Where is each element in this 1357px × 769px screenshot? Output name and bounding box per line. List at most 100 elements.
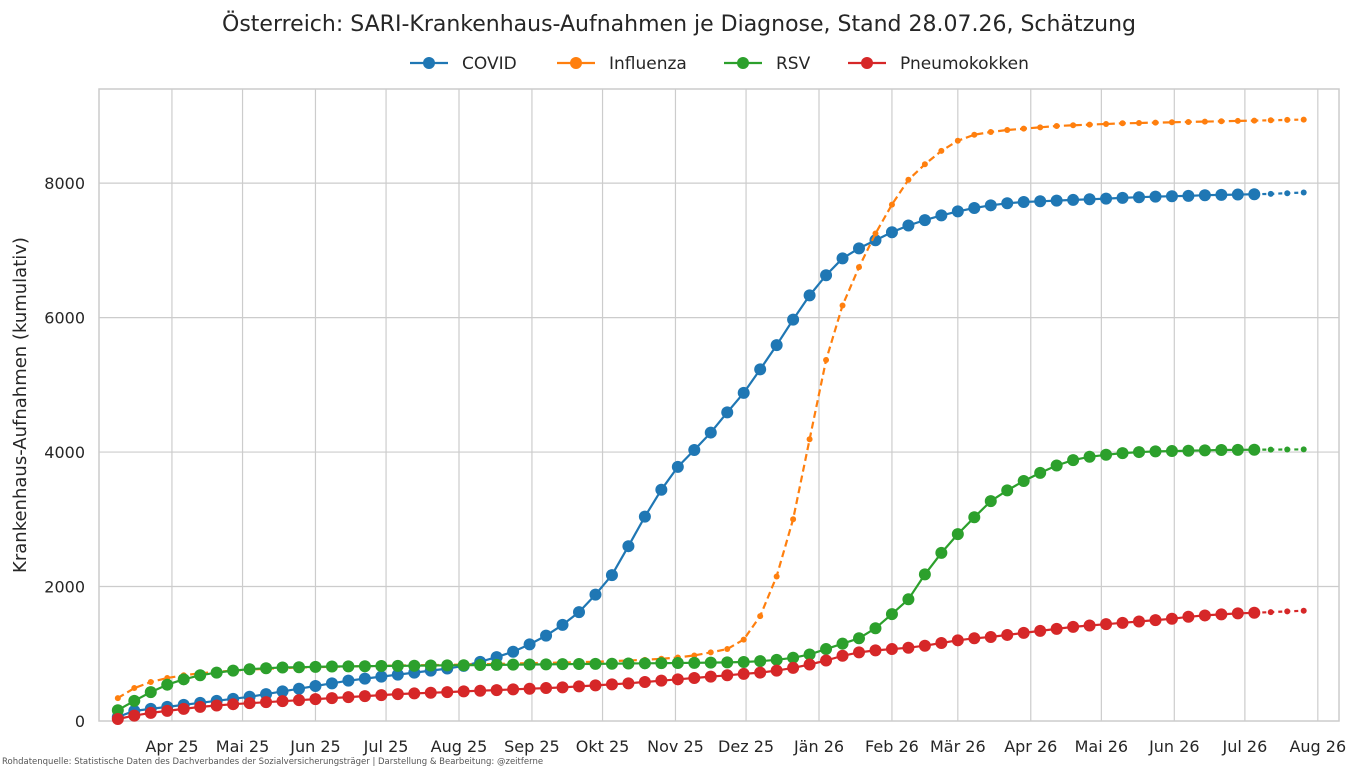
x-tick-label: Mai 26: [1075, 737, 1129, 756]
data-point: [1231, 443, 1244, 456]
series-line: [117, 193, 1255, 719]
data-point: [806, 436, 813, 443]
data-point: [1248, 606, 1261, 619]
data-point: [836, 649, 849, 662]
data-point: [737, 386, 750, 399]
data-point: [605, 678, 618, 691]
data-point: [770, 664, 783, 677]
data-point: [721, 656, 734, 669]
data-point: [391, 668, 404, 681]
data-point: [1017, 195, 1030, 208]
data-point: [820, 654, 833, 667]
data-point: [1037, 124, 1044, 131]
estimate-point: [1284, 446, 1291, 453]
data-point: [111, 704, 124, 717]
data-point: [309, 693, 322, 706]
estimate-point: [1300, 189, 1307, 196]
data-point: [938, 147, 945, 154]
series-estimate-line: [1254, 609, 1304, 614]
data-point: [1149, 190, 1162, 203]
data-point: [820, 643, 833, 656]
data-point: [605, 657, 618, 670]
estimate-point: [1300, 607, 1307, 614]
x-tick-label: Jul 25: [363, 737, 409, 756]
estimate-point: [1300, 446, 1307, 453]
legend-label: COVID: [462, 54, 517, 74]
data-point: [902, 641, 915, 654]
data-point: [1198, 609, 1211, 622]
data-point: [1149, 445, 1162, 458]
estimate-point: [1267, 190, 1274, 197]
data-point: [556, 658, 569, 671]
data-point: [754, 363, 767, 376]
data-point: [573, 657, 585, 670]
data-point: [1001, 628, 1014, 641]
series-estimate-line: [1254, 118, 1304, 122]
data-point: [638, 657, 651, 670]
data-point: [441, 659, 454, 672]
data-point: [921, 161, 928, 168]
data-point: [424, 686, 437, 699]
data-point: [1133, 191, 1145, 204]
data-point: [441, 686, 454, 699]
data-point: [754, 666, 767, 679]
x-tick-label: Okt 25: [576, 737, 630, 756]
plot-frame: [98, 88, 1340, 722]
data-point: [457, 685, 470, 698]
data-point: [836, 637, 849, 650]
series-influenza: [114, 116, 1307, 702]
estimate-point: [1284, 608, 1291, 615]
x-tick-label: Aug 26: [1289, 737, 1346, 756]
series-estimate-line: [1254, 191, 1304, 196]
data-point: [111, 712, 124, 725]
data-point: [293, 694, 305, 707]
y-tick-label: 8000: [44, 174, 85, 193]
data-point: [905, 176, 912, 183]
data-point: [688, 444, 701, 457]
data-point: [770, 653, 783, 666]
data-point: [1248, 443, 1261, 456]
data-point: [935, 209, 948, 222]
data-point: [210, 699, 223, 712]
data-point: [1004, 127, 1011, 134]
data-point: [1020, 125, 1027, 132]
data-point: [1182, 444, 1195, 457]
data-point: [704, 426, 717, 439]
data-point: [523, 682, 536, 695]
legend-item-influenza: Influenza: [557, 54, 687, 74]
data-point: [704, 656, 717, 669]
series-line: [117, 448, 1255, 712]
data-point: [935, 546, 948, 559]
data-point: [1050, 622, 1063, 635]
data-point: [375, 670, 388, 683]
data-point: [523, 658, 536, 671]
data-point: [1165, 190, 1178, 203]
data-point: [161, 704, 174, 717]
data-point: [243, 663, 256, 676]
data-point: [1133, 615, 1145, 628]
data-point: [1050, 459, 1063, 472]
chart-title: Österreich: SARI-Krankenhaus-Aufnahmen j…: [222, 11, 1136, 37]
data-point: [589, 588, 602, 601]
legend: COVID Influenza RSV Pneumokokken: [410, 54, 1029, 74]
data-point: [605, 569, 618, 582]
data-point: [589, 657, 602, 670]
x-tick-label: Dez 25: [718, 737, 774, 756]
estimate-point: [1267, 446, 1274, 453]
y-tick-label: 2000: [44, 578, 85, 597]
data-point: [260, 662, 273, 675]
data-point: [540, 629, 553, 642]
data-point: [358, 660, 371, 673]
data-point: [391, 688, 404, 701]
legend-marker: [861, 57, 873, 69]
data-point: [885, 226, 898, 239]
data-point: [474, 659, 487, 672]
series-group: [111, 116, 1307, 725]
data-point: [1083, 619, 1096, 632]
data-point: [704, 670, 717, 683]
data-point: [227, 664, 240, 677]
data-point: [1116, 191, 1129, 204]
data-point: [507, 658, 520, 671]
data-point: [787, 651, 800, 664]
